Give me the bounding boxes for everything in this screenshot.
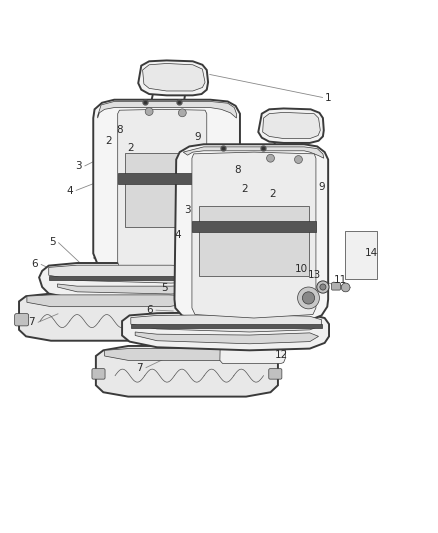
Text: 5: 5 <box>49 238 56 247</box>
Circle shape <box>317 281 329 293</box>
Polygon shape <box>183 147 324 158</box>
Polygon shape <box>192 152 316 318</box>
Polygon shape <box>19 294 201 341</box>
Polygon shape <box>49 265 232 283</box>
Text: 9: 9 <box>318 182 325 192</box>
Polygon shape <box>263 112 320 139</box>
Polygon shape <box>143 63 205 91</box>
Text: 8: 8 <box>116 125 123 135</box>
Circle shape <box>178 109 186 117</box>
Circle shape <box>294 156 302 164</box>
Text: 4: 4 <box>175 230 181 240</box>
Text: 2: 2 <box>106 136 112 146</box>
Polygon shape <box>220 338 286 364</box>
Text: 11: 11 <box>334 276 347 286</box>
Polygon shape <box>96 346 278 397</box>
Circle shape <box>341 283 350 292</box>
Polygon shape <box>199 206 308 276</box>
Text: 7: 7 <box>136 363 143 373</box>
Text: 2: 2 <box>127 143 134 153</box>
Text: 1: 1 <box>325 93 332 102</box>
Polygon shape <box>105 349 275 360</box>
FancyBboxPatch shape <box>269 369 282 379</box>
Polygon shape <box>125 153 199 227</box>
Polygon shape <box>93 100 240 282</box>
Text: 12: 12 <box>274 350 288 360</box>
Circle shape <box>302 292 314 304</box>
FancyBboxPatch shape <box>14 313 28 326</box>
Text: 9: 9 <box>195 132 201 142</box>
FancyBboxPatch shape <box>92 369 105 379</box>
Text: 4: 4 <box>67 185 73 196</box>
Circle shape <box>320 284 326 290</box>
Polygon shape <box>27 295 197 306</box>
Polygon shape <box>118 109 207 272</box>
Text: 13: 13 <box>307 270 321 280</box>
Polygon shape <box>192 221 316 231</box>
Polygon shape <box>122 312 329 350</box>
Polygon shape <box>39 263 240 302</box>
FancyBboxPatch shape <box>191 313 205 326</box>
Text: 2: 2 <box>241 184 247 194</box>
Text: 2: 2 <box>269 189 276 199</box>
Polygon shape <box>98 101 237 118</box>
Text: 7: 7 <box>28 317 35 327</box>
Polygon shape <box>174 144 328 324</box>
Text: 5: 5 <box>161 284 168 293</box>
Polygon shape <box>138 60 208 95</box>
Polygon shape <box>131 314 321 332</box>
Polygon shape <box>131 324 321 328</box>
Circle shape <box>267 154 275 162</box>
Text: 3: 3 <box>75 161 82 171</box>
Text: 3: 3 <box>184 205 191 215</box>
Polygon shape <box>258 108 324 143</box>
Text: 8: 8 <box>234 165 240 175</box>
Text: 10: 10 <box>294 264 307 273</box>
Circle shape <box>145 108 153 116</box>
Polygon shape <box>135 332 318 344</box>
Text: 14: 14 <box>364 248 378 259</box>
Polygon shape <box>118 173 207 183</box>
Text: 6: 6 <box>146 305 152 315</box>
FancyBboxPatch shape <box>332 282 340 290</box>
Text: 6: 6 <box>32 260 38 269</box>
Polygon shape <box>57 284 230 294</box>
Circle shape <box>297 287 319 309</box>
Polygon shape <box>345 231 377 279</box>
Polygon shape <box>49 276 232 280</box>
